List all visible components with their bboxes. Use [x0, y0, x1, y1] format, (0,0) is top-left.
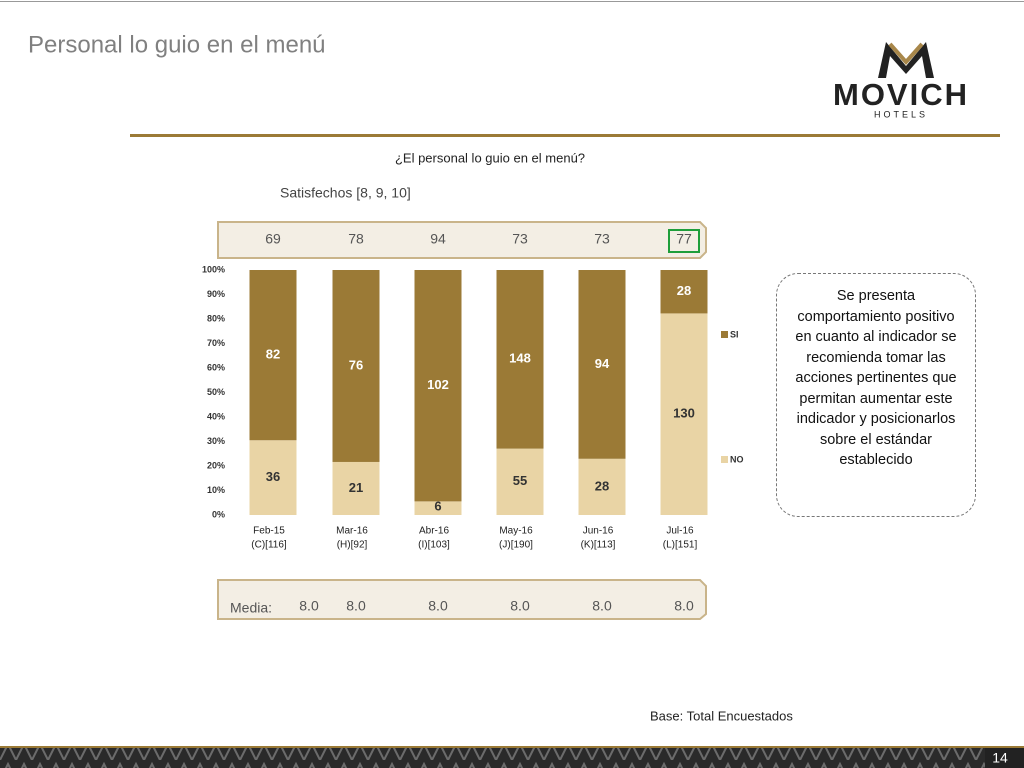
satisfied-box	[217, 221, 707, 259]
x-tick-label: Feb-15	[253, 526, 285, 537]
bar-segment	[660, 270, 708, 314]
bar-segment	[496, 270, 544, 449]
logo-subtext: HOTELS	[874, 109, 928, 119]
y-tick-label: 60%	[207, 362, 225, 372]
x-tick-label: Abr-16	[419, 526, 449, 537]
media-value: 8.0	[674, 598, 694, 614]
bar-segment	[332, 270, 380, 462]
y-tick-label: 70%	[207, 338, 225, 348]
page-badge	[985, 748, 1024, 768]
x-tick-sublabel: (J)[190]	[499, 540, 533, 551]
x-tick-label: Jun-16	[583, 526, 614, 537]
data-label: 55	[513, 473, 527, 488]
y-tick-label: 10%	[207, 485, 225, 495]
satisfied-value: 78	[348, 231, 364, 247]
bar-segment	[414, 501, 462, 515]
y-tick-label: 100%	[202, 264, 225, 274]
data-label: 82	[266, 347, 280, 362]
data-label: 130	[673, 406, 695, 421]
page-number: 14	[992, 750, 1008, 766]
x-tick-label: May-16	[499, 526, 533, 537]
data-label: 28	[677, 283, 691, 298]
data-label: 94	[595, 356, 610, 371]
media-box	[217, 579, 707, 620]
data-label: 148	[509, 351, 531, 366]
logo-text: MOVICH	[833, 77, 969, 112]
slide-title: Personal lo guio en el menú	[28, 31, 326, 58]
satisfied-label: Satisfechos [8, 9, 10]	[280, 185, 411, 201]
bar-segment	[414, 270, 462, 502]
x-tick-sublabel: (K)[113]	[581, 540, 616, 551]
highlight-box	[668, 229, 700, 253]
data-label: 6	[434, 499, 441, 514]
data-label: 76	[349, 357, 363, 372]
satisfied-value: 69	[265, 231, 281, 247]
satisfied-value: 73	[512, 231, 528, 247]
base-note: Base: Total Encuestados	[650, 708, 793, 723]
media-value: 8.0	[428, 598, 448, 614]
satisfied-value: 73	[594, 231, 610, 247]
data-label: 28	[595, 478, 609, 493]
x-tick-sublabel: (H)[92]	[337, 540, 368, 551]
x-tick-sublabel: (C)[116]	[251, 540, 287, 551]
x-tick-label: Jul-16	[666, 526, 694, 537]
data-label: 102	[427, 377, 449, 392]
y-tick-label: 90%	[207, 289, 225, 299]
y-tick-label: 80%	[207, 313, 225, 323]
y-tick-label: 50%	[207, 387, 225, 397]
bar-segment	[249, 440, 297, 515]
y-tick-label: 30%	[207, 436, 225, 446]
legend-swatch	[721, 456, 728, 463]
satisfied-value: 94	[430, 231, 446, 247]
data-label: 36	[266, 469, 280, 484]
x-tick-sublabel: (I)[103]	[418, 540, 450, 551]
media-value: 8.0	[346, 598, 366, 614]
chart-title: ¿El personal lo guio en el menú?	[395, 150, 585, 165]
x-tick-sublabel: (L)[151]	[663, 540, 698, 551]
x-tick-label: Mar-16	[336, 526, 368, 537]
bar-segment	[496, 448, 544, 515]
bar-segment	[332, 461, 380, 515]
legend-swatch	[721, 331, 728, 338]
logo-icon	[878, 42, 934, 78]
legend-label: NO	[730, 454, 744, 464]
satisfied-value: 77	[676, 231, 692, 247]
y-tick-label: 20%	[207, 460, 225, 470]
logo-icon-gold	[888, 42, 924, 66]
media-value: 8.0	[592, 598, 612, 614]
callout: Se presenta comportamiento positivo en c…	[776, 273, 976, 517]
y-tick-label: 40%	[207, 411, 225, 421]
bar-segment	[578, 270, 626, 459]
media-label: Media:	[230, 600, 272, 616]
bar-segment	[578, 458, 626, 515]
y-tick-label: 0%	[212, 509, 225, 519]
data-label: 21	[349, 480, 363, 495]
footer-band	[0, 747, 1024, 768]
media-value: 8.0	[510, 598, 530, 614]
bar-segment	[249, 270, 297, 441]
bar-segment	[660, 313, 708, 515]
media-value: 8.0	[299, 598, 319, 614]
legend-label: SI	[730, 329, 739, 339]
